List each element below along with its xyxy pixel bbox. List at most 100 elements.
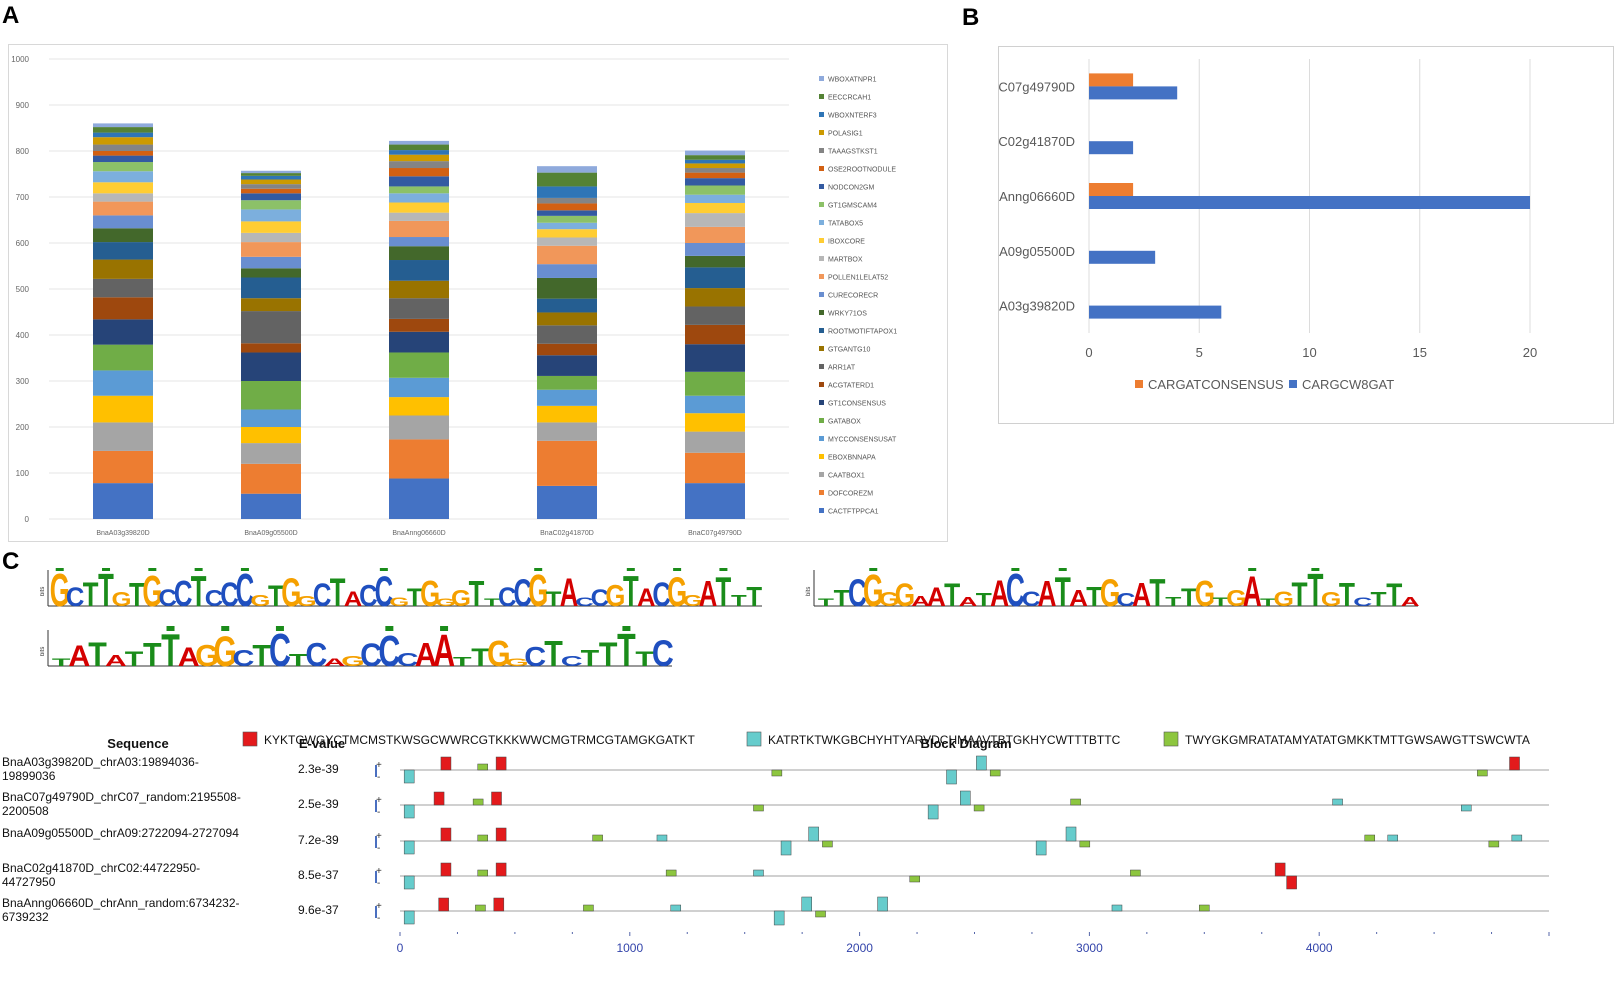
motif-block	[592, 834, 603, 842]
bar-segment	[685, 194, 745, 203]
logo-letter: C	[591, 585, 610, 612]
strand-minus: -	[377, 772, 380, 783]
legend-label: GTGANTG10	[828, 347, 871, 354]
bar	[1089, 250, 1156, 264]
bar-segment	[93, 162, 153, 172]
logo-letter: A	[560, 572, 579, 616]
logo-letter: G	[436, 597, 456, 609]
motif-block	[771, 769, 783, 777]
logo-letter: C	[158, 585, 177, 612]
y-tick-label: 900	[16, 101, 30, 110]
evalue: 7.2e-39	[298, 833, 339, 847]
logo-letter: A	[68, 640, 90, 672]
logo-error-bar	[221, 626, 230, 631]
bar-segment	[685, 226, 745, 243]
logo-letter: C	[498, 582, 517, 613]
logo-letter: T	[453, 654, 472, 669]
logo-letter: T	[129, 577, 145, 614]
logo-letter: A	[178, 643, 200, 673]
motif-block	[477, 763, 488, 771]
bar-segment	[537, 172, 597, 187]
bar-segment	[389, 193, 449, 203]
y-tick-label: BnaAnng06660D	[999, 189, 1075, 204]
logo-letter: G	[879, 588, 899, 610]
bar-segment	[389, 318, 449, 332]
logo-letter: T	[599, 634, 618, 673]
axis-tick-label: 2000	[846, 941, 873, 955]
bar-segment	[241, 277, 301, 299]
motif-legend-label: KYKTGWGYCTMCMSTKWSGCWWRCGTKKKWWCMGTRMCGT…	[264, 733, 696, 747]
strand-plus: +	[376, 901, 382, 912]
bar-segment	[241, 443, 301, 464]
motif-block	[440, 862, 452, 877]
legend-label: GATABOX	[828, 419, 861, 426]
logo-letter: C	[313, 578, 332, 613]
logo-letter: G	[1195, 573, 1215, 614]
x-tick-label: BnaA03g39820D	[96, 530, 149, 537]
bar-segment	[93, 201, 153, 216]
y-tick-label: 800	[16, 147, 30, 156]
legend-label: TATABOX5	[828, 221, 863, 228]
bar-segment	[241, 188, 301, 194]
bar-segment	[389, 237, 449, 247]
motif-block	[472, 798, 484, 806]
bar-segment	[537, 277, 597, 299]
logo-letter: A	[1069, 587, 1088, 612]
motif-block	[403, 875, 415, 890]
logo-error-bar	[1011, 566, 1020, 571]
logo-letter: C	[236, 568, 255, 616]
motif-legend-label: TWYGKGMRATATAMYATATGMKKTMTTGWSAWGTTSWCWT…	[1185, 733, 1530, 747]
motif-block	[1111, 904, 1123, 912]
bar-segment	[537, 485, 597, 519]
bar-segment	[537, 186, 597, 198]
logo-letter: T	[125, 647, 144, 671]
bar-segment	[93, 127, 153, 133]
evalue: 2.5e-39	[298, 797, 339, 811]
bar-segment	[537, 355, 597, 376]
bar-segment	[685, 159, 745, 164]
motif-block	[909, 875, 921, 883]
logo-letter: T	[469, 574, 485, 614]
bar-segment	[685, 431, 745, 453]
axis-tick-label: 3000	[1076, 941, 1103, 955]
logo-letter: A	[324, 656, 346, 668]
y-tick-label: 600	[16, 239, 30, 248]
motif-block	[495, 862, 507, 877]
bar	[1089, 73, 1134, 87]
motif-legend-swatch	[242, 731, 258, 747]
strand-plus: +	[376, 760, 382, 771]
legend-swatch	[819, 76, 824, 81]
legend-label: EBOXBNNAPA	[828, 455, 876, 462]
logo-letter: T	[1260, 597, 1277, 609]
logo-letter: T	[98, 568, 114, 616]
motif-block	[477, 834, 488, 842]
x-tick-label: BnaAnng06660D	[392, 530, 445, 537]
logo-letter: G	[895, 578, 915, 614]
legend-swatch	[819, 130, 824, 135]
motif-block	[1509, 756, 1520, 771]
logo-letter: T	[1086, 580, 1102, 612]
bar-segment	[93, 297, 153, 320]
bar-segment	[389, 154, 449, 162]
motif-block	[1274, 862, 1286, 877]
bar-segment	[389, 202, 449, 213]
motif-block	[801, 896, 812, 912]
legend-swatch	[819, 310, 824, 315]
logo-letter: G	[1274, 587, 1294, 611]
bar-segment	[685, 178, 745, 186]
bar-segment	[537, 298, 597, 313]
header-block-diagram: Block Diagram	[920, 736, 1011, 751]
logo-letter: G	[420, 574, 440, 614]
y-tick-label: BnaC02g41870D	[999, 134, 1075, 149]
bar	[1089, 183, 1134, 196]
strand-plus: +	[376, 795, 382, 806]
legend-swatch	[819, 220, 824, 225]
strand-plus: +	[376, 866, 382, 877]
bar-segment	[93, 483, 153, 519]
legend-label: WBOXATNPR1	[828, 77, 877, 84]
motif-block	[665, 869, 677, 877]
logo-letter: A	[699, 574, 718, 614]
legend-swatch	[819, 94, 824, 99]
legend-swatch	[819, 238, 824, 243]
legend-label: MYCCONSENSUSAT	[828, 437, 897, 444]
